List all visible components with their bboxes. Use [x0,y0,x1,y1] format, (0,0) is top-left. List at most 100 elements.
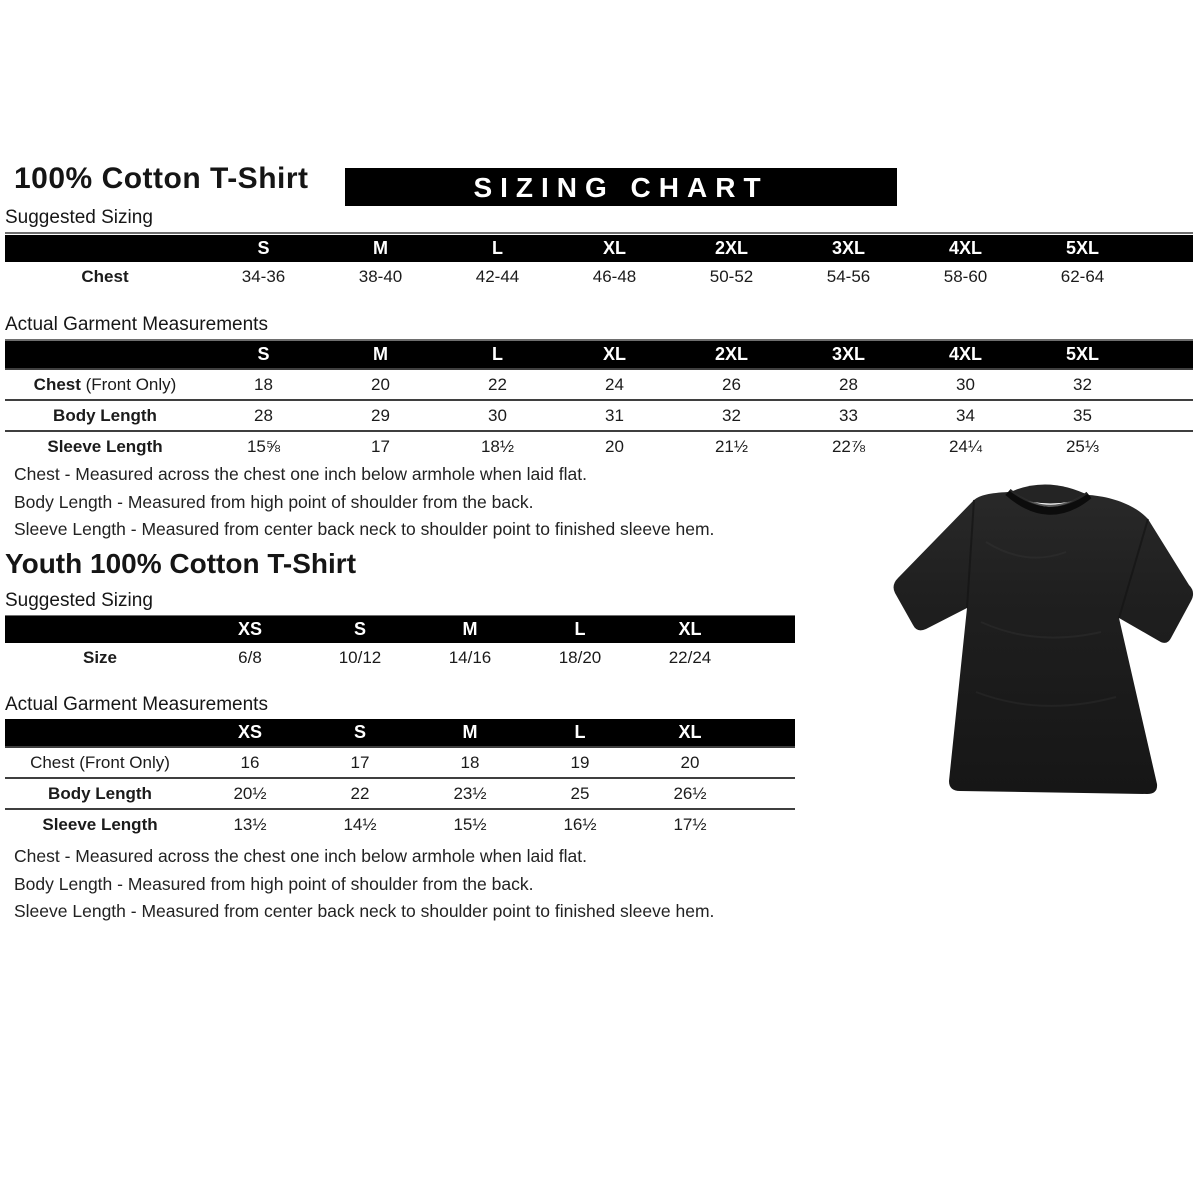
measurement-value: 32 [673,399,790,431]
measurement-value: 15⅝ [205,430,322,461]
measurement-row: Body Length 28 29 30 31 32 33 34 35 [5,399,1193,431]
size-header-row: S M L XL 2XL 3XL 4XL 5XL [5,341,1193,369]
size-col-header: S [205,341,322,369]
size-col-header: 3XL [790,341,907,369]
measurement-value: 17½ [635,808,745,839]
measurement-value: 20 [556,430,673,461]
measurement-row: Chest 34-36 38-40 42-44 46-48 50-52 54-56 58-60… [5,262,1193,291]
row-label: Sleeve Length [5,808,195,839]
measurement-value: 16½ [525,808,635,839]
measurement-value: 58-60 [943,266,988,286]
measurement-value: 22⅞ [790,430,907,461]
measurement-value: 20½ [195,777,305,809]
measurement-value: 33 [790,399,907,431]
measurement-value: 17 [305,746,415,778]
youth-actual-measurements-table: XS S M L XL Chest (Front Only) 16 17 18 19 20 Body … [5,719,795,839]
size-col-header: L [525,616,635,643]
measurement-value: 14½ [305,808,415,839]
measurement-value: 34 [907,399,1024,431]
measurement-value: 20 [322,368,439,400]
size-col-header: M [322,235,439,262]
measurement-value: 25⅓ [1024,430,1141,461]
measurement-value: 50-52 [709,266,754,286]
measurement-value: 62-64 [1060,266,1105,286]
row-label: Body Length [5,399,205,431]
youth-section-title: Youth 100% Cotton T-Shirt [5,548,357,579]
note-body-length: Body Length - Measured from high point o… [14,491,534,512]
row-label: Chest [81,266,129,286]
measurement-value: 42-44 [475,266,520,286]
measurement-value: 15½ [415,808,525,839]
measurement-row: Body Length 20½ 22 23½ 25 26½ [5,777,795,809]
size-col-header: M [415,616,525,643]
size-col-header: L [439,235,556,262]
sizing-chart-banner: SIZING CHART [345,168,897,206]
row-label: Body Length [5,777,195,809]
size-col-header: M [322,341,439,369]
measurement-value: 24 [556,368,673,400]
measurement-value: 22 [439,368,556,400]
note-chest: Chest - Measured across the chest one in… [14,846,587,866]
tshirt-image [893,484,1194,794]
size-col-header: S [305,616,415,643]
measurement-row: Chest (Front Only) 16 17 18 19 20 [5,746,795,778]
measurement-value: 13½ [195,808,305,839]
measurement-value: 28 [205,399,322,431]
measurement-value: 26 [673,368,790,400]
row-label: Sleeve Length [5,430,205,461]
measurement-row: Size 6/8 10/12 14/16 18/20 22/24 [5,643,795,672]
note-body-length: Body Length - Measured from high point o… [14,873,534,894]
measurement-value: 19 [525,746,635,778]
measurement-value: 35 [1024,399,1141,431]
size-col-header: L [439,341,556,369]
measurement-value: 38-40 [358,266,403,286]
adult-actual-heading: Actual Garment Measurements [5,314,1193,341]
size-col-header: XL [635,616,745,643]
measurement-value: 6/8 [238,647,262,667]
note-sleeve-length: Sleeve Length - Measured from center bac… [14,519,715,539]
measurement-value: 24¼ [907,430,1024,461]
adult-actual-measurements-table: S M L XL 2XL 3XL 4XL 5XL Chest (Front Only) 18 20 2… [5,341,1193,461]
size-col-header: L [525,719,635,747]
measurement-value: 30 [907,368,1024,400]
measurement-value: 31 [556,399,673,431]
size-col-header: XL [635,719,745,747]
adult-suggested-sizing-table: S M L XL 2XL 3XL 4XL 5XL Chest 34-36 38-40 42-44 46-… [5,235,1193,291]
size-header-row: S M L XL 2XL 3XL 4XL 5XL [5,235,1193,262]
size-col-header: S [305,719,415,747]
size-col-header: XS [195,616,305,643]
measurement-row: Sleeve Length 15⅝ 17 18½ 20 21½ 22⅞ 24¼ 25⅓ [5,430,1193,461]
measurement-value: 21½ [673,430,790,461]
measurement-value: 46-48 [592,266,637,286]
row-label: Chest (Front Only) [5,368,205,400]
size-col-header: XL [556,341,673,369]
size-col-header: 4XL [907,235,1024,262]
measurement-value: 23½ [415,777,525,809]
size-col-header: 5XL [1024,235,1141,262]
measurement-value: 18 [415,746,525,778]
measurement-value: 10/12 [338,647,382,667]
measurement-value: 22 [305,777,415,809]
adult-measurement-notes: Chest - Measured across the chest one in… [14,461,714,544]
youth-actual-heading: Actual Garment Measurements [5,694,795,721]
measurement-value: 14/16 [448,647,492,667]
size-col-header: XS [195,719,305,747]
youth-suggested-sizing-table: XS S M L XL Size 6/8 10/12 14/16 18/20 22/24 [5,616,795,672]
size-col-header: 3XL [790,235,907,262]
measurement-value: 29 [322,399,439,431]
measurement-value: 54-56 [826,266,871,286]
measurement-value: 16 [195,746,305,778]
size-header-row: XS S M L XL [5,616,795,643]
measurement-value: 28 [790,368,907,400]
measurement-row: Chest (Front Only) 18 20 22 24 26 28 30 32 [5,368,1193,400]
measurement-value: 25 [525,777,635,809]
measurement-value: 18 [205,368,322,400]
black-tshirt-photo [886,472,1200,811]
measurement-value: 20 [635,746,745,778]
measurement-value: 34-36 [241,266,286,286]
size-col-header: 5XL [1024,341,1141,369]
note-sleeve-length: Sleeve Length - Measured from center bac… [14,901,715,921]
youth-measurement-notes: Chest - Measured across the chest one in… [14,843,714,926]
adult-section-title: 100% Cotton T-Shirt [14,162,309,195]
